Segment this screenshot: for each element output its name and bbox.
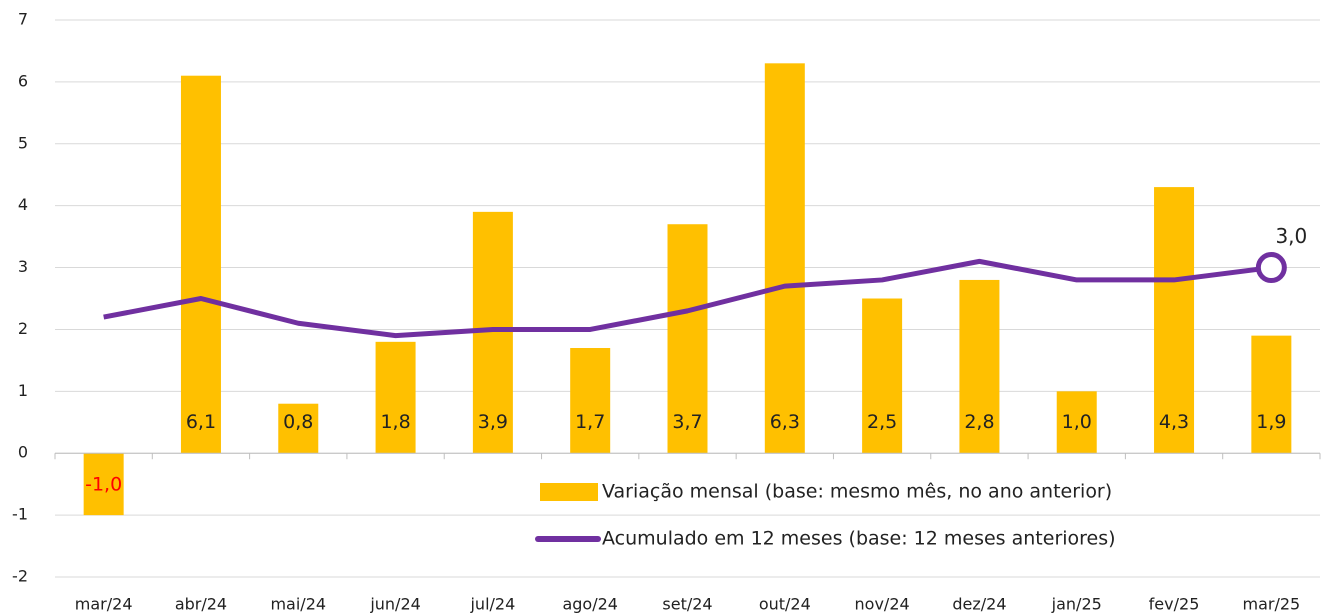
x-tick-label: mar/25: [1242, 595, 1300, 614]
x-tick-label: set/24: [662, 595, 712, 614]
x-tick-label: fev/25: [1149, 595, 1200, 614]
bar: [667, 224, 708, 454]
x-tick-label: ago/24: [562, 595, 618, 614]
bar: [862, 298, 903, 454]
bar: [180, 75, 221, 454]
x-tick-label: mai/24: [270, 595, 326, 614]
data-label: 4,3: [1159, 411, 1189, 433]
bar: [375, 341, 416, 454]
bar: [1251, 335, 1292, 454]
data-label: 3,7: [672, 411, 702, 433]
x-tick-label: jun/24: [369, 595, 420, 614]
y-tick-label: 2: [18, 319, 28, 338]
data-label: 2,8: [964, 411, 994, 433]
line: [103, 258, 1272, 339]
bar: [1154, 187, 1195, 454]
y-tick-label: 3: [18, 257, 28, 276]
x-tick-label: out/24: [759, 595, 811, 614]
y-tick-label: -2: [12, 567, 28, 586]
legend-label: Variação mensal (base: mesmo mês, no ano…: [602, 481, 1112, 503]
bar: [1056, 391, 1097, 454]
bar: [959, 279, 1000, 454]
data-label: 3,9: [478, 411, 508, 433]
x-tick-label: abr/24: [175, 595, 227, 614]
data-label: 1,0: [1062, 411, 1092, 433]
data-label: 1,9: [1256, 411, 1286, 433]
x-tick-label: jul/24: [469, 595, 515, 614]
y-tick-label: 7: [18, 10, 28, 29]
y-tick-label: 4: [18, 195, 28, 214]
data-label: -1,0: [85, 474, 122, 496]
legend-swatch: [540, 483, 598, 501]
bar: [570, 348, 611, 454]
data-label: 6,3: [770, 411, 800, 433]
line-marker: [1255, 252, 1287, 284]
y-tick-label: 1: [18, 381, 28, 400]
x-tick-label: jan/25: [1051, 595, 1102, 614]
x-tick-label: dez/24: [952, 595, 1006, 614]
data-label: 1,7: [575, 411, 605, 433]
bar: [83, 453, 124, 516]
y-tick-label: 6: [18, 71, 28, 90]
x-tick-label: mar/24: [75, 595, 133, 614]
data-label: 6,1: [186, 411, 216, 433]
data-label: 2,5: [867, 411, 897, 433]
y-tick-label: 5: [18, 133, 28, 152]
legend-label: Acumulado em 12 meses (base: 12 meses an…: [602, 528, 1116, 550]
data-label: 0,8: [283, 411, 313, 433]
x-tick-label: nov/24: [855, 595, 910, 614]
y-tick-label: -1: [12, 505, 28, 524]
data-label: 1,8: [380, 411, 410, 433]
bar: [764, 63, 805, 454]
bar: [278, 403, 319, 454]
data-label: 3,0: [1275, 224, 1307, 248]
y-tick-label: 0: [18, 443, 28, 462]
